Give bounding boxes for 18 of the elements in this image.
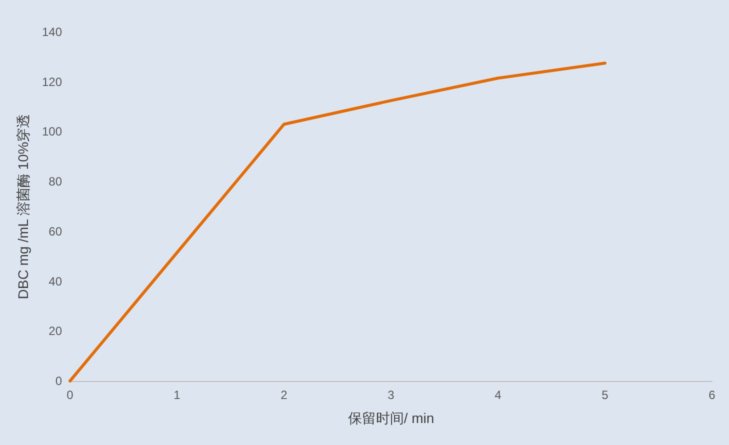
x-tick-label: 6	[708, 388, 716, 402]
y-tick-label: 40	[48, 274, 62, 288]
y-tick-label: 20	[48, 324, 62, 338]
x-tick-label: 3	[388, 388, 395, 402]
x-tick-label: 2	[280, 388, 288, 402]
x-tick-label: 5	[602, 388, 609, 402]
y-tick-label: 140	[42, 25, 62, 39]
y-tick-label: 80	[48, 174, 62, 189]
y-axis-title: DBC mg /mL 溶菌酶 10%穿透	[15, 114, 31, 300]
x-tick-label: 0	[66, 388, 74, 402]
y-tick-label: 100	[42, 124, 62, 139]
line-series	[68, 62, 606, 382]
y-tick-label: 0	[55, 374, 62, 388]
x-tick-label: 4	[494, 388, 502, 402]
y-tick-label: 60	[48, 224, 62, 238]
x-axis-title: 保留时间/ min	[348, 410, 434, 426]
y-tick-label: 120	[42, 74, 62, 89]
x-tick-label: 1	[174, 388, 181, 402]
